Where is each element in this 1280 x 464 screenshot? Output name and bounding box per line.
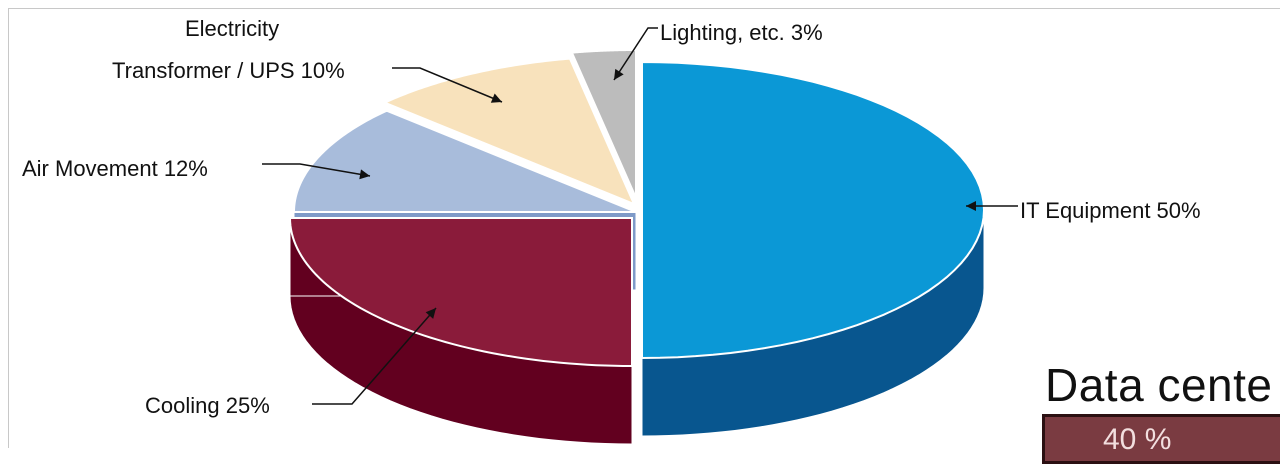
pie-slice-lighting-etc xyxy=(570,48,637,199)
leader-line-lighting-etc xyxy=(613,27,658,81)
leader-line-air-movement xyxy=(262,163,371,177)
leader-arrow-it-equipment xyxy=(966,201,976,211)
label-air-movement: Air Movement 12% xyxy=(22,156,208,181)
data-center-box-value: 40 % xyxy=(1103,423,1172,456)
pie-chart: IT Equipment 50% Cooling 25% Air Movement … xyxy=(22,16,1201,445)
leader-arrow-air-movement xyxy=(359,169,370,180)
leader-arrow-lighting-etc xyxy=(614,68,624,80)
leader-arrow-cooling xyxy=(425,308,436,319)
chart-frame xyxy=(8,8,1280,448)
data-center-title: Data cente xyxy=(1045,359,1273,411)
label-electricity-transformer-ups-line2: Transformer / UPS 10% xyxy=(112,58,345,83)
pie-labels: IT Equipment 50% Cooling 25% Air Movement … xyxy=(22,16,1201,418)
pie-slice-electricity-transformer-ups xyxy=(382,57,636,206)
leader-line-cooling xyxy=(312,307,437,405)
label-lighting-etc: Lighting, etc. 3% xyxy=(660,20,823,45)
leader-line-electricity-transformer-ups xyxy=(392,67,503,103)
pie-slice-it-equipment xyxy=(641,60,986,437)
label-it-equipment: IT Equipment 50% xyxy=(1020,198,1201,223)
pie-slices xyxy=(288,48,986,445)
data-center-box: 40 % xyxy=(1042,414,1280,464)
label-electricity-transformer-ups-line1: Electricity xyxy=(185,16,279,41)
leader-arrow-electricity-transformer-ups xyxy=(490,93,502,103)
label-cooling: Cooling 25% xyxy=(145,393,270,418)
pie-slice-cooling xyxy=(288,217,633,445)
